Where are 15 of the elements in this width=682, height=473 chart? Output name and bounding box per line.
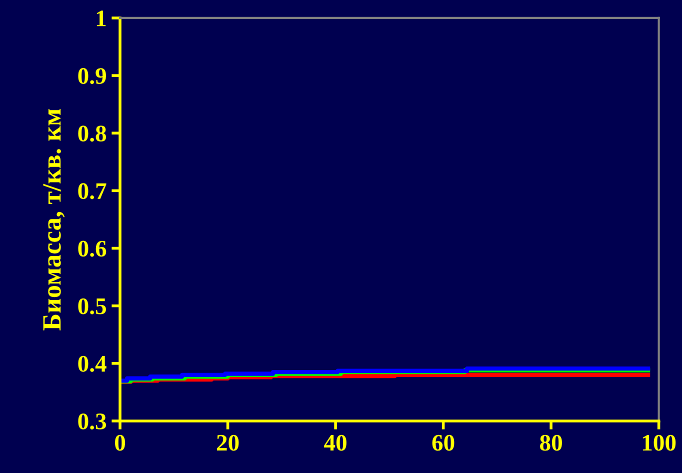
y-tick-label: 0.4 — [78, 356, 106, 372]
y-axis-title: Биомасса, т/кв. км — [43, 108, 65, 330]
x-tick-label: 80 — [540, 434, 562, 451]
y-tick-label: 1 — [96, 10, 106, 26]
y-tick-label: 0.8 — [78, 126, 106, 142]
y-tick-label: 0.9 — [78, 68, 106, 84]
x-tick-label: 60 — [432, 434, 454, 451]
x-tick-label: 0 — [115, 434, 126, 451]
y-tick-label: 0.5 — [78, 298, 106, 314]
y-tick-label: 0.7 — [78, 183, 106, 200]
y-tick-label: 0.3 — [78, 413, 106, 430]
x-tick-label: 40 — [324, 434, 346, 451]
y-tick-label: 0.6 — [78, 240, 106, 257]
x-tick-label: 20 — [216, 434, 239, 451]
x-tick-label: 100 — [642, 434, 676, 451]
